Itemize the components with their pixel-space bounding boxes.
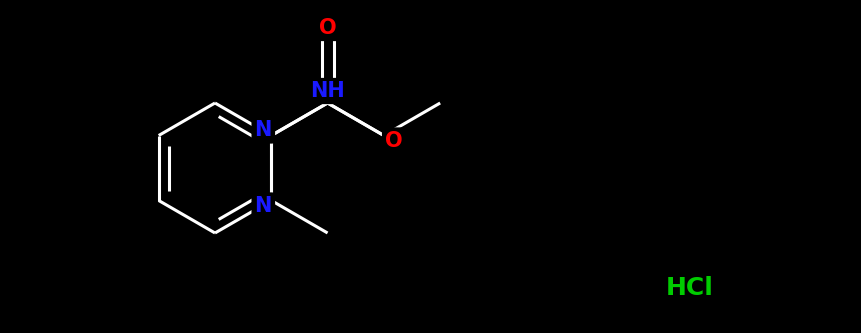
- Text: HCl: HCl: [666, 276, 713, 300]
- Text: O: O: [319, 18, 336, 38]
- Text: O: O: [385, 131, 402, 151]
- Text: N: N: [254, 121, 272, 141]
- Text: N: N: [254, 195, 272, 215]
- Text: NH: NH: [310, 81, 344, 101]
